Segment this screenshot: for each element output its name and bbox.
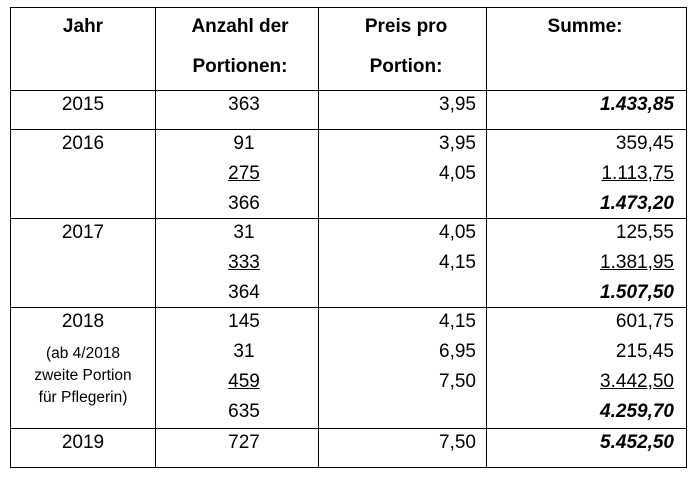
sum: 4.259,70 <box>600 401 674 422</box>
year-note: für Pflegerin) <box>38 389 128 406</box>
year-note: (ab 4/2018 <box>45 345 121 362</box>
rule <box>10 218 687 219</box>
portions: 91 <box>233 133 255 154</box>
portions: 364 <box>228 282 260 303</box>
sum: 1.113,75 <box>601 163 674 184</box>
portions: 366 <box>228 193 260 214</box>
sum: 125,55 <box>615 222 674 243</box>
year: 2015 <box>61 94 105 115</box>
portions: 275 <box>228 163 260 184</box>
rule <box>10 428 687 429</box>
rule <box>10 467 687 468</box>
year: 2016 <box>61 133 105 154</box>
sum: 215,45 <box>615 341 674 362</box>
price: 6,95 <box>439 341 476 362</box>
year: 2017 <box>61 222 105 243</box>
portions: 31 <box>233 222 255 243</box>
header-cell: Portionen: <box>192 56 288 77</box>
rule <box>318 7 319 468</box>
year-note: zweite Portion <box>34 367 132 384</box>
portions: 727 <box>228 432 260 453</box>
year: 2018 <box>61 311 105 332</box>
portions: 31 <box>233 341 255 362</box>
header-cell: Anzahl der <box>191 16 289 37</box>
portions: 333 <box>228 252 260 273</box>
price: 4,05 <box>439 222 476 243</box>
portions: 459 <box>228 371 260 392</box>
price: 4,05 <box>439 163 476 184</box>
rule <box>486 7 487 468</box>
price: 3,95 <box>439 94 476 115</box>
rule <box>10 129 687 130</box>
rule <box>10 90 687 91</box>
rule <box>155 7 156 468</box>
price: 4,15 <box>439 252 476 273</box>
price: 7,50 <box>439 371 476 392</box>
rule <box>686 7 687 468</box>
year: 2019 <box>61 432 105 453</box>
rule <box>10 7 687 8</box>
portions: 635 <box>228 401 260 422</box>
price: 7,50 <box>439 432 476 453</box>
sum: 1.473,20 <box>600 193 674 214</box>
price: 3,95 <box>439 133 476 154</box>
sum: 5.452,50 <box>600 432 674 453</box>
sum: 3.442,50 <box>600 371 674 392</box>
portions: 145 <box>228 311 260 332</box>
header-cell: Summe: <box>547 16 623 37</box>
price: 4,15 <box>439 311 476 332</box>
header-cell: Preis pro <box>364 16 448 37</box>
header-cell: Jahr <box>62 16 104 37</box>
sum: 1.381,95 <box>600 252 674 273</box>
rule <box>10 307 687 308</box>
sum: 1.507,50 <box>600 282 674 303</box>
header-cell: Portion: <box>369 56 443 77</box>
sum: 601,75 <box>615 311 674 332</box>
sum: 359,45 <box>615 133 674 154</box>
rule <box>10 7 11 468</box>
sum: 1.433,85 <box>600 94 674 115</box>
portions: 363 <box>228 94 260 115</box>
